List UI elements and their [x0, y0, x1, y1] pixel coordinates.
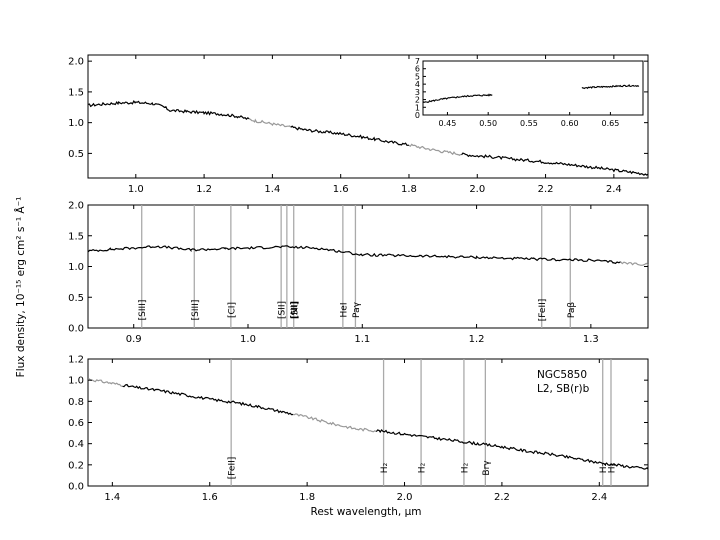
- y-tick-label: 2.0: [68, 201, 84, 212]
- inset-x-tick-label: 0.55: [520, 119, 538, 128]
- spectrum-line: [87, 245, 621, 265]
- x-tick-label: 1.6: [202, 492, 218, 503]
- y-tick-label: 1.0: [68, 262, 84, 273]
- x-axis-label: Rest wavelength, μm: [311, 506, 422, 518]
- x-tick-label: 1.2: [469, 334, 485, 345]
- y-tick-label: 1.0: [68, 118, 84, 129]
- panel-j-band-zoom: 0.9 1.0 1.1 1.2 1.3 0.0 0.5 1.0 1.5 2.0 [SIII] [SII…: [68, 201, 649, 345]
- x-tick-label: 1.3: [583, 334, 599, 345]
- galaxy-name: NGC5850: [537, 369, 587, 381]
- y-tick-label: 0.0: [68, 482, 84, 493]
- inset-x-tick-label: 0.65: [602, 119, 620, 128]
- y-tick-label: 0.8: [68, 397, 84, 408]
- x-tick-label: 1.4: [104, 492, 120, 503]
- y-tick-label: 0.6: [68, 418, 84, 429]
- x-tick-label: 1.2: [196, 184, 212, 195]
- y-tick-label: 2.0: [68, 57, 84, 68]
- panel-frame: [87, 204, 649, 329]
- y-tick-label: 1.5: [68, 87, 84, 98]
- spectrum-line: [122, 383, 294, 416]
- emission-line-label: H₂: [380, 462, 390, 473]
- inset-y-tick-label: 1: [415, 103, 420, 112]
- panel-hk-band-zoom: 1.4 1.6 1.8 2.0 2.2 2.4 0.0 0.2 0.4 0.6 0.8 1.0 1.2 […: [68, 355, 649, 503]
- emission-line-label: [FeII]: [538, 299, 548, 322]
- x-tick-label: 1.8: [401, 184, 417, 195]
- inset-x-tick-label: 0.45: [439, 119, 457, 128]
- emission-line-label: H₂: [607, 462, 617, 473]
- inset-y-tick-label: 7: [415, 57, 420, 66]
- emission-line-label: [CI]: [227, 302, 237, 318]
- emission-line-label: [SIII]: [191, 300, 201, 321]
- emission-line-label: [SII]: [278, 301, 288, 319]
- telluric-spectrum-segment: [292, 413, 377, 433]
- emission-line-label: H₂: [418, 462, 428, 473]
- spectrum-line: [461, 152, 649, 176]
- spectrum-line: [87, 99, 250, 121]
- x-tick-label: 1.4: [264, 184, 280, 195]
- x-tick-label: 2.4: [606, 184, 622, 195]
- emission-line-label: [SIII]: [138, 300, 148, 321]
- emission-line-label: Paβ: [567, 302, 577, 319]
- x-tick-label: 1.1: [354, 334, 370, 345]
- emission-line-label: Paγ: [352, 301, 362, 318]
- inset-x-tick-label: 0.50: [479, 119, 497, 128]
- inset-spectrum-line: [422, 93, 493, 104]
- telluric-spectrum-segment: [248, 118, 292, 128]
- inset-y-tick-label: 2: [415, 96, 420, 105]
- emission-line-label: [SII]: [290, 301, 300, 319]
- inset-y-tick-label: 0: [415, 111, 420, 120]
- emission-line-label: H₂: [460, 462, 470, 473]
- emission-line-label: HeI: [339, 303, 349, 318]
- x-tick-label: 2.0: [469, 184, 485, 195]
- x-tick-label: 1.6: [333, 184, 349, 195]
- emission-line-label: Brγ: [482, 460, 492, 476]
- galaxy-class: L2, SB(r)b: [537, 383, 590, 395]
- spectrum-line: [290, 125, 410, 146]
- y-tick-label: 0.0: [68, 324, 84, 335]
- inset-frame: [422, 60, 644, 116]
- x-tick-label: 2.2: [494, 492, 510, 503]
- telluric-spectrum-segment: [408, 143, 462, 157]
- inset-spectrum-line: [581, 84, 640, 90]
- emission-line-label: [NI]: [290, 302, 300, 318]
- telluric-spectrum-segment: [620, 261, 649, 266]
- x-tick-label: 1.0: [128, 184, 144, 195]
- inset-y-tick-label: 6: [415, 65, 420, 74]
- y-tick-label: 1.5: [68, 231, 84, 242]
- telluric-spectrum-segment: [87, 378, 123, 387]
- x-tick-label: 0.9: [126, 334, 142, 345]
- y-tick-label: 0.4: [68, 439, 84, 450]
- emission-line-label: [FeII]: [228, 457, 238, 480]
- y-tick-label: 1.2: [68, 355, 84, 366]
- x-tick-label: 2.2: [538, 184, 554, 195]
- spectrum-line: [375, 428, 649, 470]
- inset-y-tick-label: 5: [415, 72, 420, 81]
- x-tick-label: 1.0: [240, 334, 256, 345]
- y-tick-label: 0.2: [68, 460, 84, 471]
- panel-frame: [87, 54, 649, 179]
- panel-full-spectrum: 1.0 1.2 1.4 1.6 1.8 2.0 2.2 2.4 0.5 1.0 1.5 2.0: [68, 54, 649, 195]
- y-tick-label: 1.0: [68, 376, 84, 387]
- inset-x-tick-label: 0.60: [561, 119, 579, 128]
- y-axis-label: Flux density, 10⁻¹⁵ erg cm² s⁻¹ Å⁻¹: [14, 197, 27, 378]
- y-tick-label: 0.5: [68, 293, 84, 304]
- x-tick-label: 2.0: [397, 492, 413, 503]
- inset-y-tick-label: 3: [415, 88, 420, 97]
- x-tick-label: 1.8: [299, 492, 315, 503]
- y-tick-label: 0.5: [68, 149, 84, 160]
- inset-y-tick-label: 4: [415, 80, 420, 89]
- emission-line-label: H₂: [599, 462, 609, 473]
- x-tick-label: 2.4: [591, 492, 607, 503]
